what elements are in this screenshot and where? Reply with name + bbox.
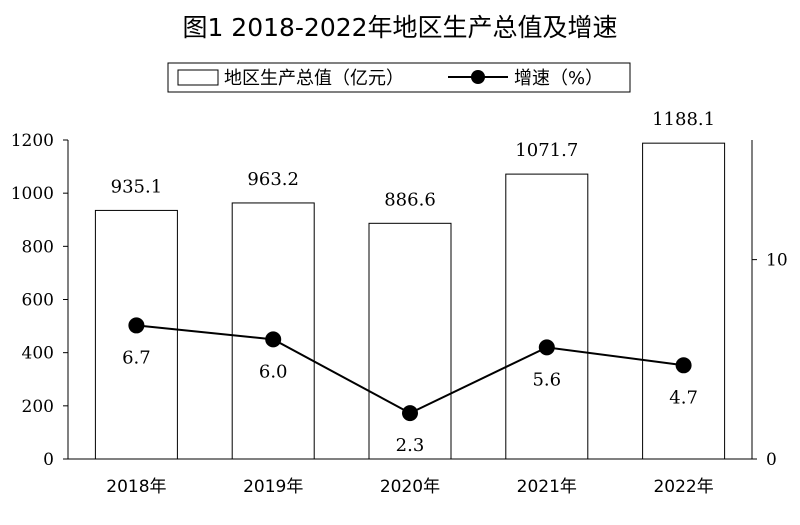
- growth-point: [538, 339, 555, 356]
- bar: [368, 222, 452, 460]
- x-tick-label: 2019年: [243, 477, 303, 497]
- growth-value-label: 2.3: [396, 435, 425, 456]
- x-axis-ticks: 2018年 2019年 2020年 2021年 2022年: [106, 477, 713, 497]
- left-tick-label: 800: [22, 237, 54, 257]
- bar-value-label: 1071.7: [515, 140, 578, 161]
- bar-value-label: 886.6: [384, 189, 436, 210]
- legend-line-marker: [471, 70, 485, 84]
- legend-bar-swatch: [177, 69, 219, 86]
- bar: [94, 209, 178, 460]
- left-tick-label: 400: [22, 344, 54, 364]
- legend-bar-label: 地区生产总值（亿元）: [224, 68, 404, 89]
- bar: [642, 142, 726, 460]
- growth-point: [128, 317, 145, 334]
- x-tick-label: 2022年: [653, 477, 713, 497]
- legend: 地区生产总值（亿元） 增速（%）: [167, 62, 631, 93]
- legend-frame: [167, 62, 631, 93]
- growth-value-label: 6.0: [259, 361, 288, 382]
- x-tick-label: 2020年: [380, 477, 440, 497]
- growth-value-label: 6.7: [122, 347, 151, 368]
- bar-labels: 935.1 963.2 886.6 1071.7 1188.1: [111, 109, 715, 210]
- right-tick-label: 10: [766, 251, 788, 271]
- chart-title: 图1 2018-2022年地区生产总值及增速: [182, 13, 618, 42]
- line-labels: 6.7 6.0 2.3 5.6 4.7: [122, 347, 698, 456]
- left-tick-label: 600: [22, 291, 54, 311]
- right-axis-ticks: 0 10: [752, 251, 788, 470]
- bar-value-label: 1188.1: [652, 109, 715, 130]
- bar-value-label: 935.1: [111, 176, 163, 197]
- bars: [94, 142, 726, 460]
- growth-point: [675, 357, 692, 374]
- right-tick-label: 0: [766, 450, 777, 470]
- left-tick-label: 1000: [11, 184, 54, 204]
- left-tick-label: 0: [43, 450, 54, 470]
- bar: [231, 202, 315, 460]
- left-tick-label: 1200: [11, 131, 54, 151]
- growth-value-label: 4.7: [669, 387, 698, 408]
- legend-line-label: 增速（%）: [514, 68, 603, 89]
- growth-point: [265, 331, 282, 348]
- growth-value-label: 5.6: [532, 369, 561, 390]
- x-tick-label: 2021年: [517, 477, 577, 497]
- growth-point: [402, 405, 418, 422]
- bar-value-label: 963.2: [247, 169, 299, 190]
- left-tick-label: 200: [22, 397, 54, 417]
- left-axis-ticks: 0 200 400 600 800 1000 1200: [11, 131, 68, 470]
- x-tick-label: 2018年: [106, 477, 166, 497]
- growth-line: [128, 317, 692, 422]
- bar: [505, 173, 589, 460]
